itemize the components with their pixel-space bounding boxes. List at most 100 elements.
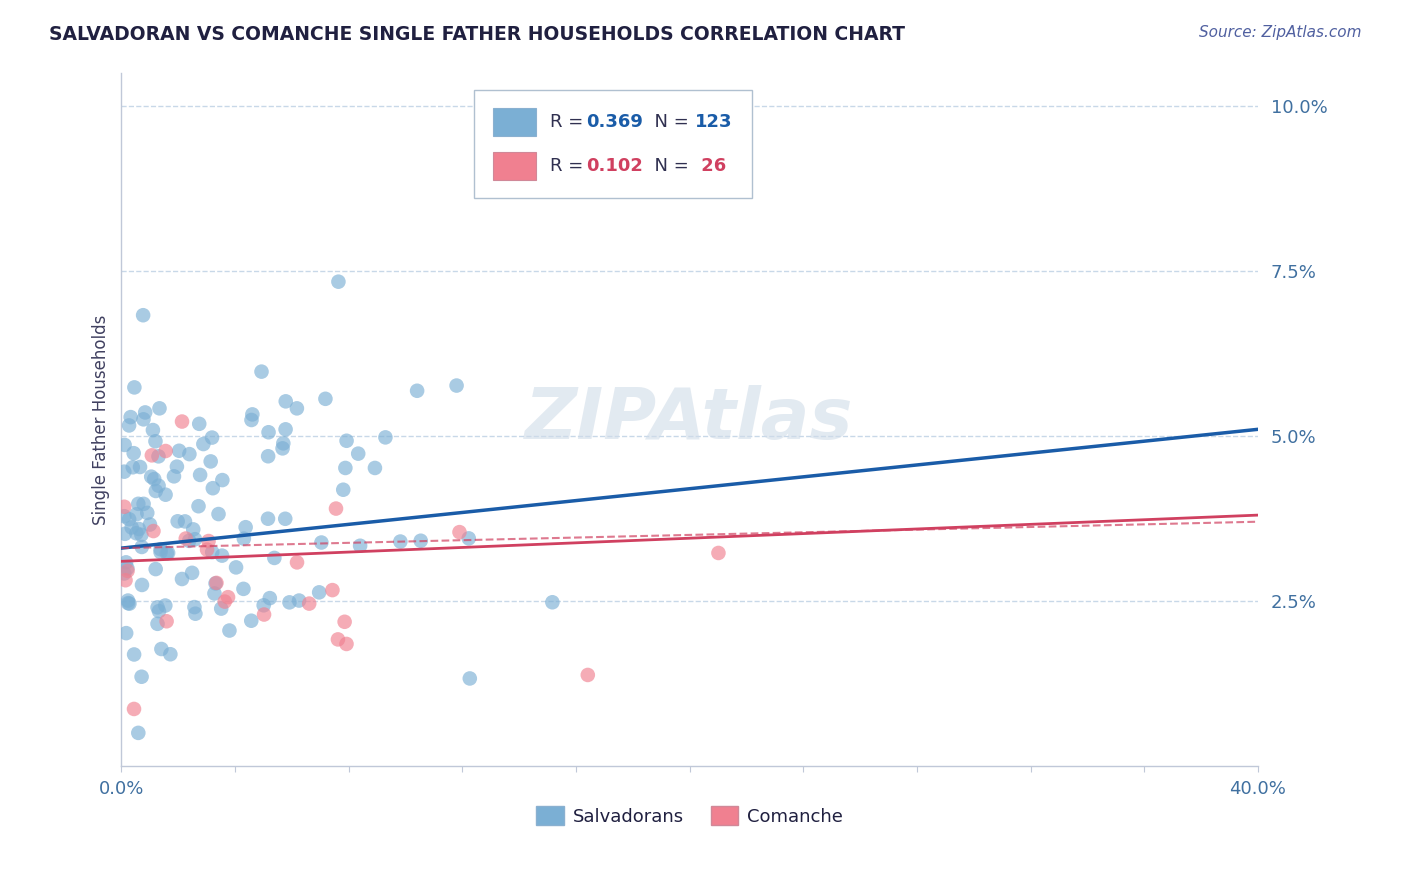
FancyBboxPatch shape	[494, 108, 536, 136]
Point	[112, 509, 135, 524]
Point	[364, 461, 387, 475]
Point	[308, 585, 330, 599]
Point	[129, 460, 152, 475]
FancyBboxPatch shape	[494, 153, 536, 180]
Point	[167, 443, 190, 458]
Point	[142, 524, 165, 538]
Point	[204, 586, 226, 600]
Point	[122, 702, 145, 716]
Point	[274, 394, 297, 409]
Point	[155, 444, 177, 458]
Point	[207, 507, 229, 521]
Point	[148, 401, 170, 416]
Point	[155, 488, 177, 502]
Point	[446, 378, 468, 392]
Point	[240, 408, 263, 422]
Point	[134, 405, 156, 419]
Point	[449, 525, 471, 540]
Text: R =: R =	[550, 113, 589, 131]
Y-axis label: Single Father Households: Single Father Households	[93, 314, 110, 524]
Point	[205, 575, 228, 590]
Point	[193, 437, 215, 451]
Point	[409, 533, 432, 548]
Point	[112, 566, 135, 581]
Point	[132, 308, 155, 322]
Point	[188, 467, 211, 482]
Point	[263, 550, 285, 565]
Point	[112, 465, 135, 479]
Point	[406, 384, 429, 398]
Point	[278, 595, 301, 609]
Point	[259, 591, 281, 606]
Point	[149, 542, 172, 557]
Point	[274, 422, 297, 436]
Point	[132, 497, 155, 511]
Point	[325, 501, 347, 516]
Point	[201, 431, 224, 445]
Point	[139, 517, 162, 532]
Point	[170, 572, 193, 586]
Point	[349, 539, 371, 553]
Point	[118, 418, 141, 433]
Point	[120, 410, 142, 425]
Point	[250, 365, 273, 379]
Point	[187, 500, 209, 514]
Point	[127, 726, 149, 740]
Point	[197, 534, 219, 549]
Text: 123: 123	[696, 113, 733, 131]
Legend: Salvadorans, Comanche: Salvadorans, Comanche	[529, 799, 851, 833]
Point	[118, 597, 141, 611]
Point	[209, 601, 232, 615]
Point	[117, 561, 139, 575]
Point	[288, 593, 311, 607]
Point	[121, 460, 143, 475]
Point	[125, 507, 148, 521]
Point	[149, 545, 172, 559]
Point	[148, 479, 170, 493]
Point	[131, 540, 153, 554]
Text: SALVADORAN VS COMANCHE SINGLE FATHER HOUSEHOLDS CORRELATION CHART: SALVADORAN VS COMANCHE SINGLE FATHER HOU…	[49, 25, 905, 44]
Point	[131, 528, 153, 542]
Point	[321, 583, 343, 598]
Point	[179, 533, 201, 548]
Point	[155, 599, 177, 613]
Point	[181, 566, 204, 580]
Point	[232, 532, 254, 546]
Point	[332, 483, 354, 497]
Point	[148, 450, 170, 464]
Point	[157, 546, 180, 560]
Point	[141, 469, 163, 483]
Point	[115, 555, 138, 569]
Point	[132, 412, 155, 426]
Point	[155, 614, 177, 628]
Text: R =: R =	[550, 157, 589, 175]
Point	[131, 670, 153, 684]
Point	[122, 648, 145, 662]
Point	[257, 425, 280, 440]
FancyBboxPatch shape	[474, 90, 752, 198]
Point	[240, 614, 263, 628]
Point	[136, 506, 159, 520]
Point	[285, 401, 308, 416]
Point	[217, 590, 239, 604]
Point	[204, 576, 226, 591]
Point	[159, 647, 181, 661]
Point	[541, 595, 564, 609]
Point	[148, 604, 170, 618]
Point	[150, 642, 173, 657]
Point	[211, 473, 233, 487]
Point	[240, 413, 263, 427]
Point	[328, 275, 350, 289]
Point	[211, 549, 233, 563]
Point	[257, 449, 280, 463]
Point	[314, 392, 336, 406]
Text: N =: N =	[643, 113, 695, 131]
Point	[200, 454, 222, 468]
Point	[115, 626, 138, 640]
Point	[125, 526, 148, 541]
Point	[457, 532, 479, 546]
Point	[271, 442, 294, 456]
Point	[298, 597, 321, 611]
Point	[127, 497, 149, 511]
Point	[145, 434, 167, 449]
